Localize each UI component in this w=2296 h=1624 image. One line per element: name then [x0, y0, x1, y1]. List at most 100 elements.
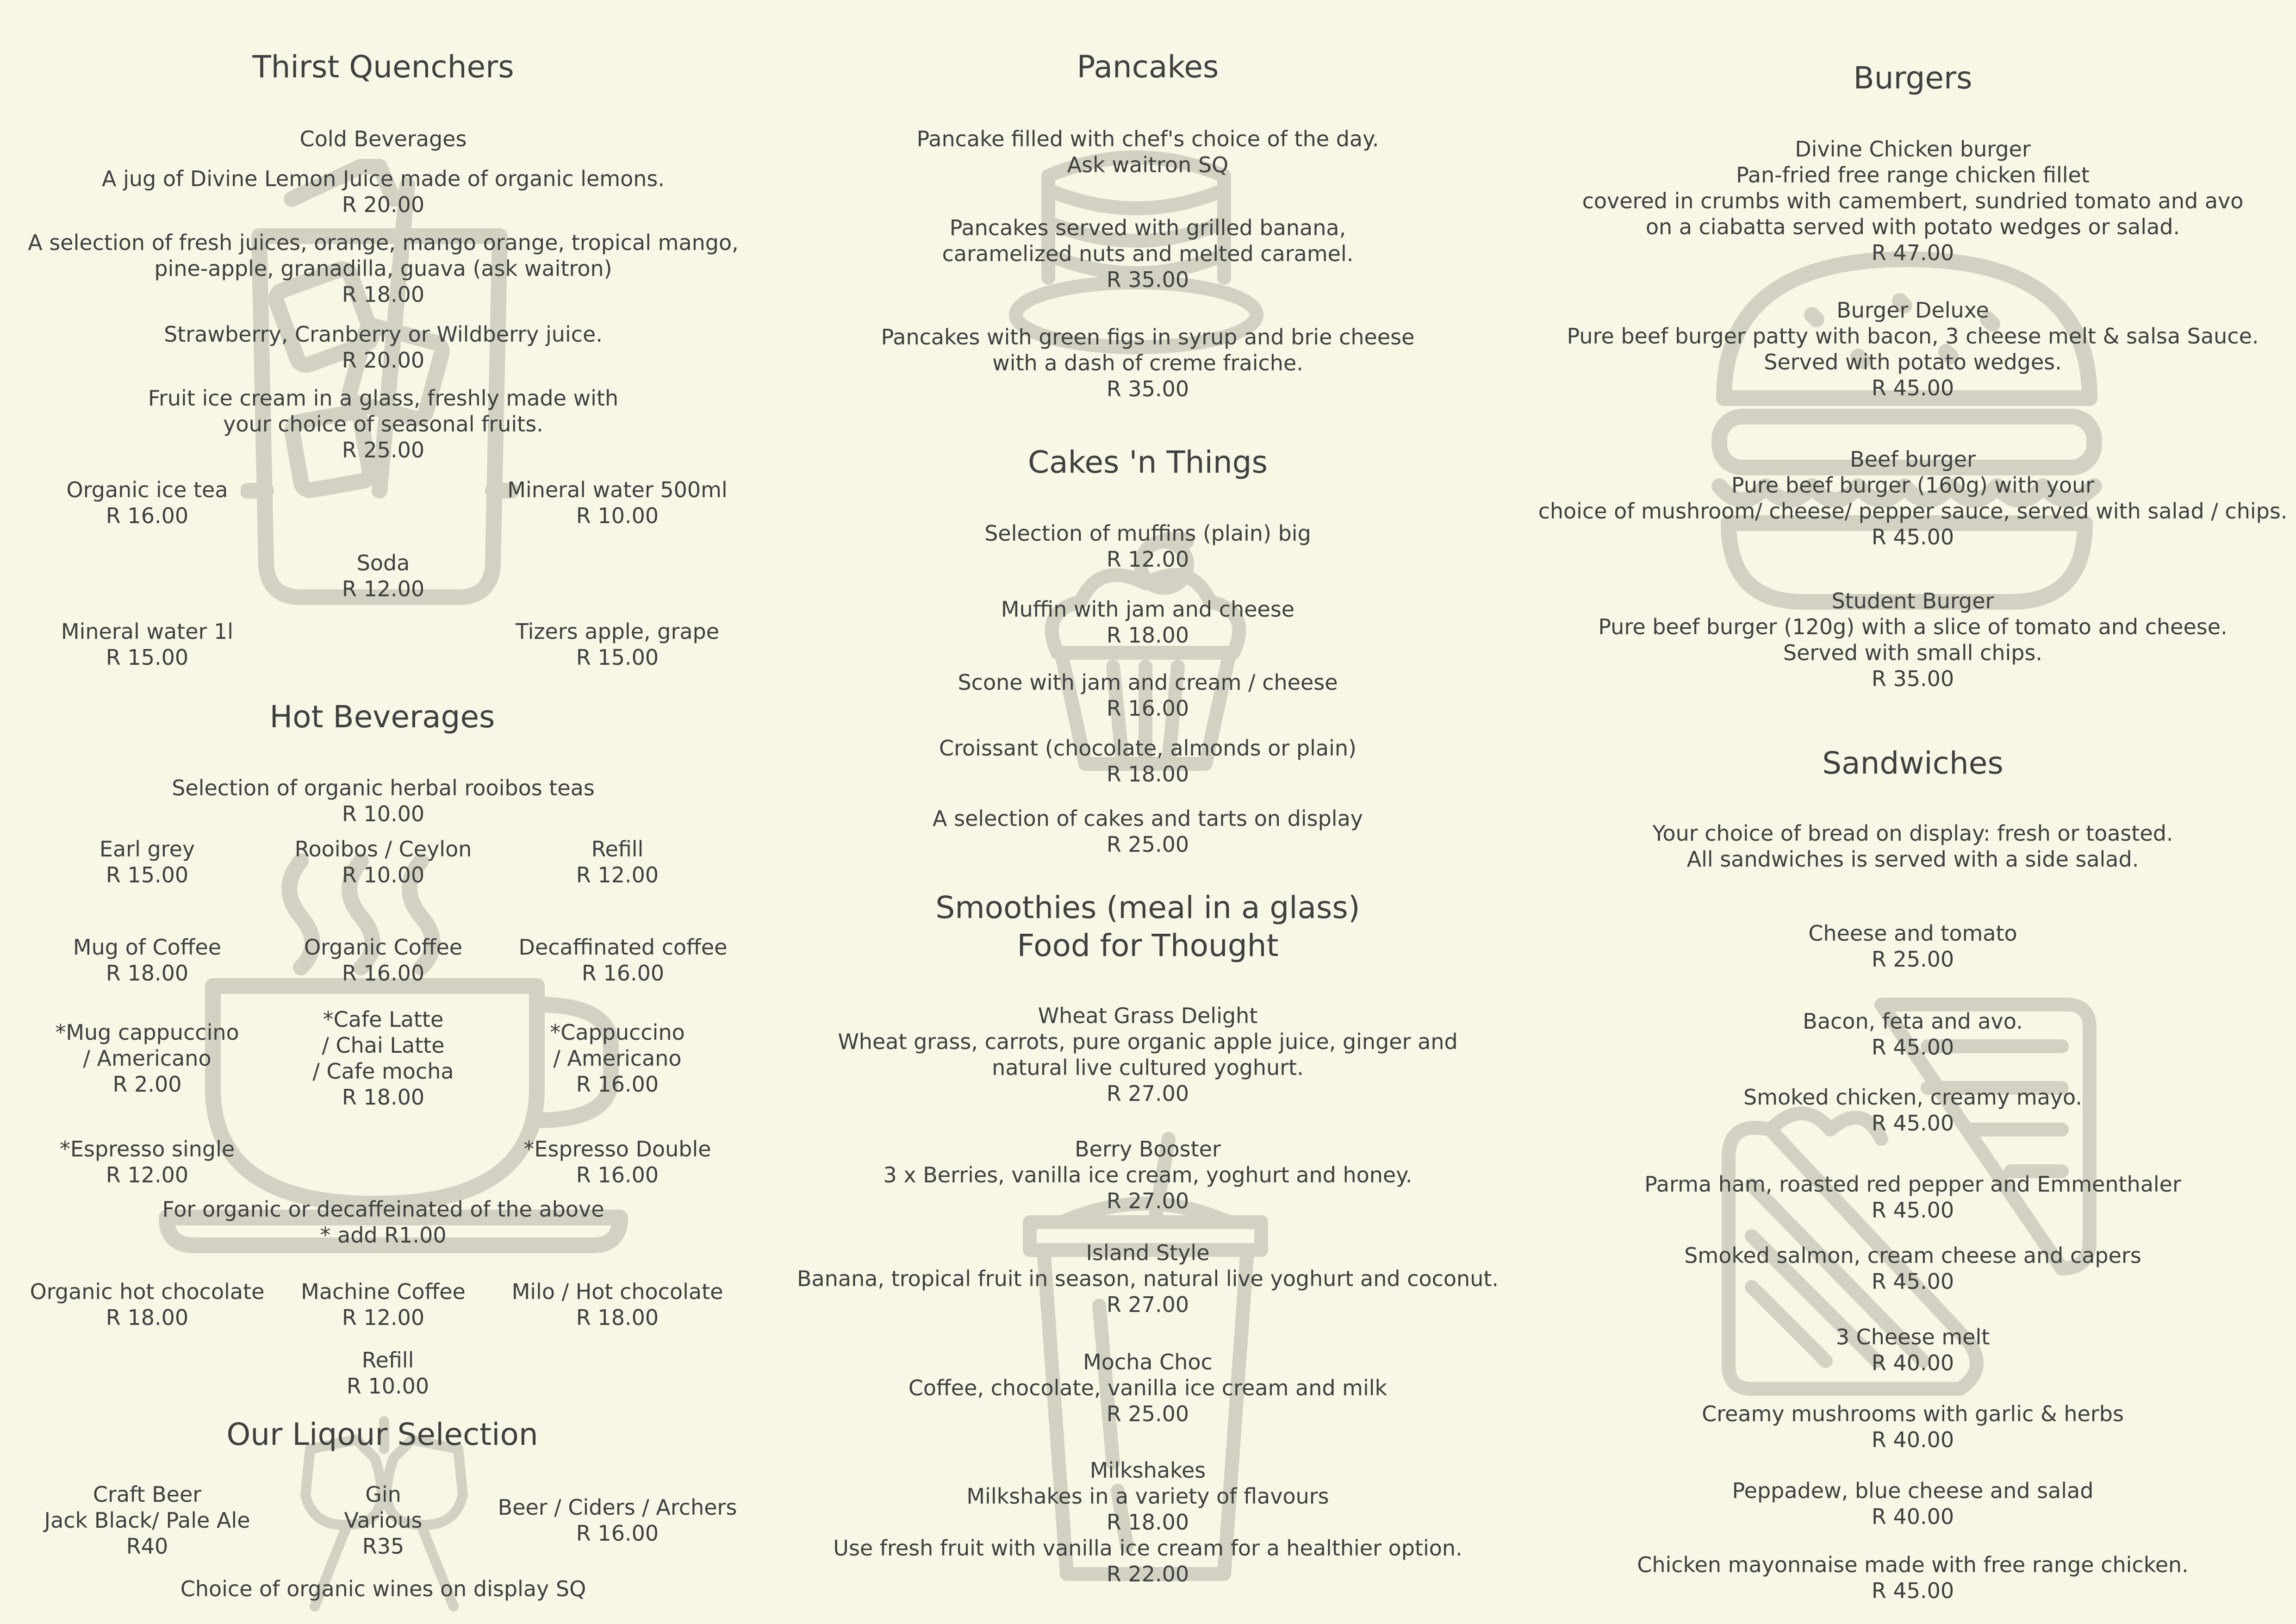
menu-item-muffin-jam: Muffin with jam and cheese R 18.00: [1001, 596, 1294, 648]
item-name: Mineral water 1l: [61, 619, 234, 644]
section-title-pancakes: Pancakes: [1076, 49, 1219, 85]
menu-note-wines: Choice of organic wines on display SQ: [180, 1576, 586, 1601]
section-subtitle-food-for-thought: Food for Thought: [1017, 928, 1279, 963]
menu-item-burger-deluxe: Burger Deluxe Pure beef burger patty wit…: [1567, 297, 2259, 401]
item-price: R 35.00: [1106, 267, 1189, 292]
menu-item-rooibos-ceylon: Rooibos / Ceylon R 10.00: [295, 836, 472, 888]
item-name: Mineral water 500ml: [507, 477, 728, 502]
menu-item-berry-booster: Berry Booster 3 x Berries, vanilla ice c…: [884, 1136, 1412, 1214]
item-name: / Americano: [553, 1046, 682, 1071]
item-desc: Pure beef burger (160g) with your: [1731, 473, 2095, 498]
item-name: / Americano: [83, 1046, 212, 1071]
item-name: Earl grey: [99, 837, 195, 862]
item-name: Student Burger: [1831, 588, 1994, 613]
item-price: R 12.00: [576, 862, 659, 887]
menu-item-sandwich: Peppadew, blue cheese and salad R 40.00: [1732, 1478, 2094, 1530]
menu-item-island-style: Island Style Banana, tropical fruit in s…: [797, 1240, 1499, 1318]
item-name: Milo / Hot chocolate: [511, 1279, 723, 1304]
item-desc: caramelized nuts and melted caramel.: [942, 241, 1354, 266]
item-price: R 15.00: [106, 862, 189, 887]
menu-item-gin: Gin Various R35: [344, 1481, 422, 1559]
item-name: Wheat Grass Delight: [1038, 1003, 1258, 1028]
menu-item-sandwich: Smoked chicken, creamy mayo. R 45.00: [1743, 1084, 2082, 1136]
item-price: R 27.00: [1106, 1188, 1189, 1213]
item-name: Peppadew, blue cheese and salad: [1732, 1478, 2094, 1503]
item-name: Refill: [361, 1348, 414, 1373]
section-title-sandwiches: Sandwiches: [1822, 745, 2004, 781]
item-name: Various: [344, 1508, 423, 1533]
item-price: R 18.00: [342, 1085, 425, 1110]
section-title-thirst-quenchers: Thirst Quenchers: [252, 49, 514, 85]
menu-item-craft-beer: Craft Beer Jack Black/ Pale Ale R40: [44, 1481, 250, 1559]
menu-item-decaf-coffee: Decaffinated coffee R 16.00: [519, 934, 728, 986]
item-price: R 18.00: [1106, 762, 1189, 787]
menu-item-mineral-water-1l: Mineral water 1l R 15.00: [61, 618, 233, 670]
item-desc: on a ciabatta served with potato wedges …: [1645, 214, 2180, 239]
menu-item-chicken-burger: Divine Chicken burger Pan-fried free ran…: [1582, 136, 2244, 266]
menu-item-croissant: Croissant (chocolate, almonds or plain) …: [939, 735, 1356, 787]
menu-item-cafe-latte: *Cafe Latte / Chai Latte / Cafe mocha R …: [312, 1006, 454, 1110]
menu-item-berry-juice: Strawberry, Cranberry or Wildberry juice…: [164, 321, 603, 373]
item-price: R 22.00: [1106, 1562, 1189, 1587]
menu-item-sandwich: Creamy mushrooms with garlic & herbs R 4…: [1702, 1401, 2124, 1453]
menu-item-rooibos-selection: Selection of organic herbal rooibos teas…: [172, 775, 595, 827]
menu-item-milo: Milo / Hot chocolate R 18.00: [512, 1279, 723, 1330]
item-price: R40: [126, 1534, 168, 1559]
coffee-cup-icon: [153, 847, 643, 1255]
item-name: Chicken mayonnaise made with free range …: [1637, 1552, 2189, 1577]
item-name: Strawberry, Cranberry or Wildberry juice…: [164, 322, 603, 347]
item-name: Island Style: [1086, 1240, 1210, 1265]
item-name: Creamy mushrooms with garlic & herbs: [1702, 1401, 2124, 1426]
menu-item-mocha-choc: Mocha Choc Coffee, chocolate, vanilla ic…: [908, 1349, 1387, 1427]
section-title-burgers: Burgers: [1853, 60, 1972, 96]
smoothie-cup-icon: [1016, 1130, 1275, 1593]
item-price: R 18.00: [576, 1305, 659, 1330]
menu-item-cappuccino: *Cappuccino / Americano R 16.00: [550, 1019, 685, 1097]
item-name: Cheese and tomato: [1808, 921, 2017, 946]
item-price: R 15.00: [106, 645, 189, 670]
menu-item-pancake-figs: Pancakes with green figs in syrup and br…: [881, 324, 1415, 402]
item-desc: Pancakes with green figs in syrup and br…: [881, 325, 1415, 350]
menu-item-cakes-tarts: A selection of cakes and tarts on displa…: [933, 806, 1363, 857]
item-price: R 12.00: [342, 1305, 425, 1330]
item-price: R 12.00: [342, 576, 425, 601]
item-desc: Coffee, chocolate, vanilla ice cream and…: [908, 1375, 1388, 1400]
item-price: R 12.00: [106, 1162, 189, 1187]
menu-item-sandwich: Smoked salmon, cream cheese and capers R…: [1684, 1243, 2141, 1294]
menu-item-tea-refill: Refill R 12.00: [576, 836, 659, 888]
section-title-liquor: Our Liqour Selection: [226, 1417, 538, 1452]
item-name: Refill: [591, 837, 644, 862]
item-price: R35: [362, 1534, 404, 1559]
item-name: / Cafe mocha: [312, 1059, 454, 1084]
wine-glasses-icon: [287, 1412, 481, 1620]
item-desc: choice of mushroom/ cheese/ pepper sauce…: [1538, 499, 2288, 524]
menu-item-soda: Soda R 12.00: [342, 550, 424, 602]
item-name: Jack Black/ Pale Ale: [44, 1508, 250, 1533]
menu-note-organic-surcharge: For organic or decaffeinated of the abov…: [162, 1196, 604, 1248]
menu-item-coffee-refill: Refill R 10.00: [347, 1347, 429, 1399]
item-price: R 40.00: [1871, 1504, 1954, 1529]
item-desc: Ask waitron SQ: [1067, 152, 1229, 177]
item-name: Beef burger: [1850, 447, 1976, 472]
item-price: R 25.00: [342, 437, 425, 462]
item-name: Bacon, feta and avo.: [1803, 1009, 2023, 1034]
item-name: Organic hot chocolate: [30, 1279, 265, 1304]
item-price: R 16.00: [106, 503, 189, 528]
menu-item-mug-of-coffee: Mug of Coffee R 18.00: [73, 934, 221, 986]
item-price: R 10.00: [342, 801, 425, 826]
menu-item-student-burger: Student Burger Pure beef burger (120g) w…: [1598, 588, 2227, 692]
item-name: Machine Coffee: [301, 1279, 466, 1304]
menu-item-pancake-banana: Pancakes served with grilled banana, car…: [942, 215, 1354, 293]
item-price: R 25.00: [1871, 947, 1954, 972]
item-price: R 45.00: [1871, 1111, 1954, 1136]
item-name: Craft Beer: [93, 1482, 202, 1507]
column-beverages: Thirst Quenchers Cold Beverages A jug of…: [0, 0, 766, 1624]
item-price: R 45.00: [1871, 375, 1954, 400]
item-price: R 35.00: [1106, 376, 1189, 401]
item-desc: Milkshakes in a variety of flavours: [966, 1484, 1329, 1509]
pancake-stack-icon: [1007, 139, 1266, 356]
note-text: For organic or decaffeinated of the abov…: [162, 1197, 604, 1222]
intro-text: All sandwiches is served with a side sal…: [1686, 847, 2139, 872]
menu-item-organic-coffee: Organic Coffee R 16.00: [304, 934, 462, 986]
item-price: R 18.00: [106, 961, 189, 986]
